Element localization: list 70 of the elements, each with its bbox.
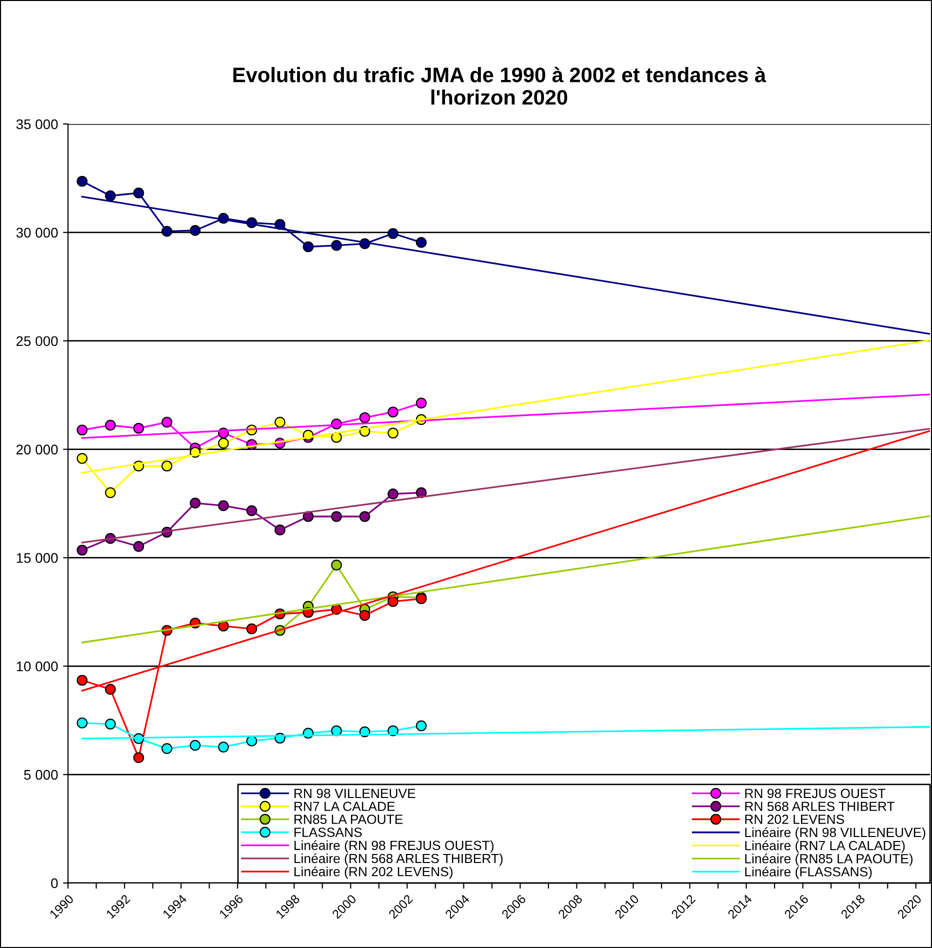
legend-label: Linéaire (RN85 LA PAOUTE) (745, 853, 913, 866)
point (359, 412, 370, 424)
point (416, 236, 427, 248)
point (218, 438, 229, 449)
point (331, 560, 342, 571)
point (76, 452, 88, 464)
legend-label: RN 568 ARLES THIBERT (745, 802, 894, 812)
legend-label: RN 202 LEVENS (745, 814, 844, 824)
point (162, 460, 172, 472)
point (190, 740, 201, 751)
point (133, 752, 144, 764)
point (302, 241, 314, 252)
point (218, 620, 229, 632)
point (274, 524, 286, 536)
y-tick-label: 35 000 (16, 119, 58, 130)
point (104, 487, 116, 498)
point (133, 541, 144, 552)
point (76, 176, 88, 187)
y-tick-label: 20 000 (16, 444, 58, 454)
legend-label: Linéaire (RN 202 LEVENS) (294, 866, 452, 879)
point (388, 406, 398, 418)
y-tick-label: 30 000 (16, 228, 58, 238)
point (76, 718, 88, 728)
point (162, 743, 172, 754)
legend-label: RN 98 FREJUS OUEST (745, 788, 886, 798)
point (76, 544, 88, 556)
point (246, 623, 258, 634)
point (359, 511, 370, 522)
y-tick-label: 25 000 (16, 336, 58, 346)
point (104, 420, 116, 431)
point (76, 674, 88, 686)
legend-label: RN 98 VILLENEUVE (294, 788, 416, 798)
point (388, 596, 398, 607)
point (359, 610, 370, 621)
point (331, 240, 342, 251)
point (104, 190, 116, 202)
point (104, 718, 116, 730)
legend-label: Linéaire (RN 568 ARLES THIBERT) (294, 853, 503, 866)
point (133, 422, 144, 434)
legend-label: Linéaire (RN 98 FREJUS OUEST) (294, 840, 494, 853)
point (190, 225, 201, 236)
legend-label: RN7 LA CALADE (294, 802, 395, 812)
point (388, 488, 398, 500)
point (162, 416, 172, 428)
point (416, 720, 427, 732)
point (331, 511, 342, 522)
y-tick-label: 5 000 (24, 770, 58, 780)
legend-label: RN85 LA PAOUTE (294, 814, 403, 824)
chart-title: Evolution du trafic JMA de 1990 à 2002 et tendances à l'horizon 2020 (233, 66, 766, 105)
legend-label: FLASSANS (294, 828, 362, 837)
point (218, 742, 229, 752)
point (218, 500, 229, 512)
point (246, 505, 258, 516)
point (388, 228, 398, 239)
legend-label: Linéaire (RN7 LA CALADE) (745, 840, 905, 853)
point (133, 188, 144, 198)
y-tick-label: 15 000 (16, 553, 58, 563)
y-tick-label: 10 000 (16, 661, 58, 672)
legend-label: Linéaire (RN 98 VILLENEUVE) (745, 827, 926, 840)
legend-label: Linéaire (FLASSANS) (745, 866, 872, 880)
point (388, 428, 398, 438)
point (416, 398, 427, 409)
point (162, 226, 172, 237)
point (76, 424, 88, 436)
point (246, 736, 258, 746)
y-tick-label: 0 (51, 878, 58, 888)
point (274, 416, 286, 428)
point (274, 218, 286, 230)
point (104, 684, 116, 695)
point (190, 498, 201, 508)
